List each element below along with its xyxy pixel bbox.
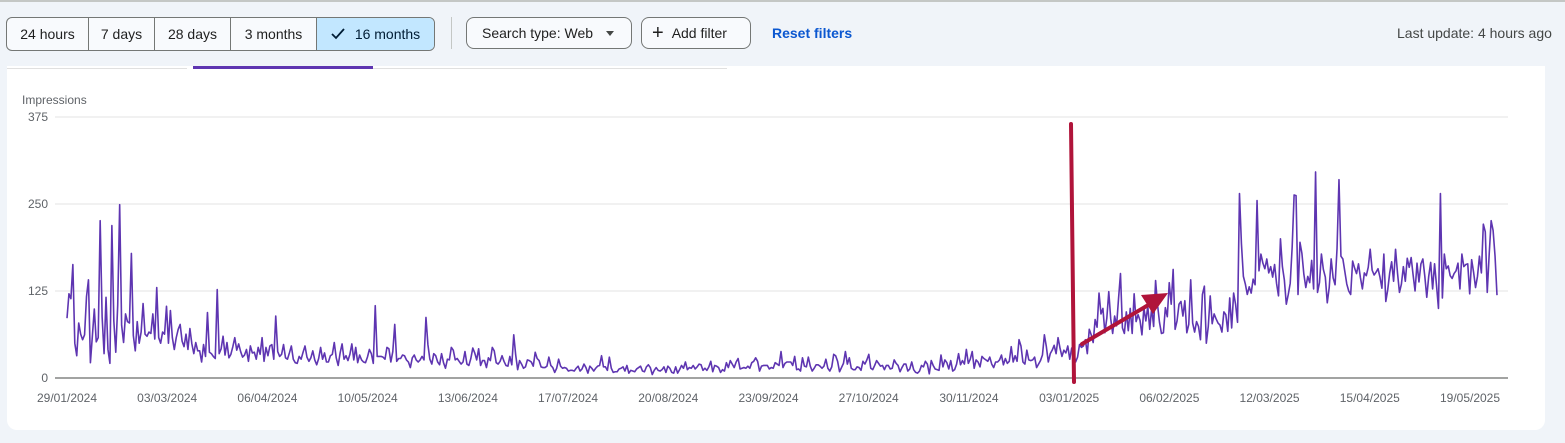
search-type-dropdown[interactable]: Search type: Web: [466, 17, 632, 49]
metric-tabs-strip: [7, 66, 727, 69]
x-tick-label: 17/07/2024: [538, 391, 598, 405]
x-tick-label: 06/02/2025: [1139, 391, 1199, 405]
add-filter-label: Add filter: [671, 25, 727, 41]
range-label: 3 months: [244, 26, 303, 42]
range-label: 24 hours: [20, 26, 75, 42]
range-label: 16 months: [354, 26, 421, 42]
range-16-months-button[interactable]: 16 months: [317, 18, 434, 50]
y-tick-label: 375: [28, 110, 48, 124]
checkmark-icon: [331, 28, 345, 40]
add-filter-button[interactable]: + Add filter: [641, 17, 751, 49]
x-tick-label: 30/11/2024: [939, 391, 998, 405]
arrow-annotation-head: [1141, 293, 1168, 314]
impressions-series-line: [66, 171, 1498, 376]
range-3-months-button[interactable]: 3 months: [231, 18, 317, 50]
x-tick-label: 15/04/2025: [1340, 391, 1400, 405]
range-28-days-button[interactable]: 28 days: [155, 18, 231, 50]
caret-down-icon: [606, 30, 615, 36]
x-tick-label: 12/03/2025: [1240, 391, 1300, 405]
vertical-marker-annotation: [1069, 122, 1076, 384]
search-type-label: Search type: Web: [482, 25, 594, 41]
range-label: 7 days: [100, 26, 143, 42]
last-update-text: Last update: 4 hours ago: [1397, 25, 1552, 41]
range-7-days-button[interactable]: 7 days: [89, 18, 155, 50]
tab-divider: [7, 68, 187, 69]
x-tick-label: 10/05/2024: [338, 391, 398, 405]
range-24-hours-button[interactable]: 24 hours: [7, 18, 89, 50]
reset-filters-link[interactable]: Reset filters: [772, 25, 853, 41]
x-tick-label: 23/09/2024: [738, 391, 798, 405]
x-tick-label: 03/03/2024: [137, 391, 197, 405]
y-tick-label: 250: [28, 197, 48, 211]
performance-chart-card: [7, 66, 1545, 430]
toolbar-separator: [451, 17, 452, 49]
y-tick-label: 125: [28, 284, 48, 298]
y-axis-title: Impressions: [22, 93, 87, 107]
tab-divider: [373, 68, 727, 69]
range-label: 28 days: [167, 26, 218, 42]
arrow-annotation-shaft: [1080, 302, 1152, 346]
x-tick-label: 03/01/2025: [1039, 391, 1099, 405]
active-tab-indicator: [193, 66, 373, 69]
filter-toolbar: 24 hours 7 days 28 days 3 months 16 mont…: [0, 17, 1565, 51]
y-tick-label: 0: [41, 371, 48, 385]
x-tick-label: 20/08/2024: [638, 391, 698, 405]
plus-icon: +: [652, 22, 664, 44]
x-tick-label: 13/06/2024: [438, 391, 498, 405]
top-divider: [0, 0, 1565, 2]
x-tick-label: 27/10/2024: [839, 391, 899, 405]
date-range-selector: 24 hours 7 days 28 days 3 months 16 mont…: [6, 17, 435, 51]
x-tick-label: 19/05/2025: [1440, 391, 1500, 405]
x-tick-label: 06/04/2024: [237, 391, 297, 405]
x-tick-label: 29/01/2024: [37, 391, 97, 405]
